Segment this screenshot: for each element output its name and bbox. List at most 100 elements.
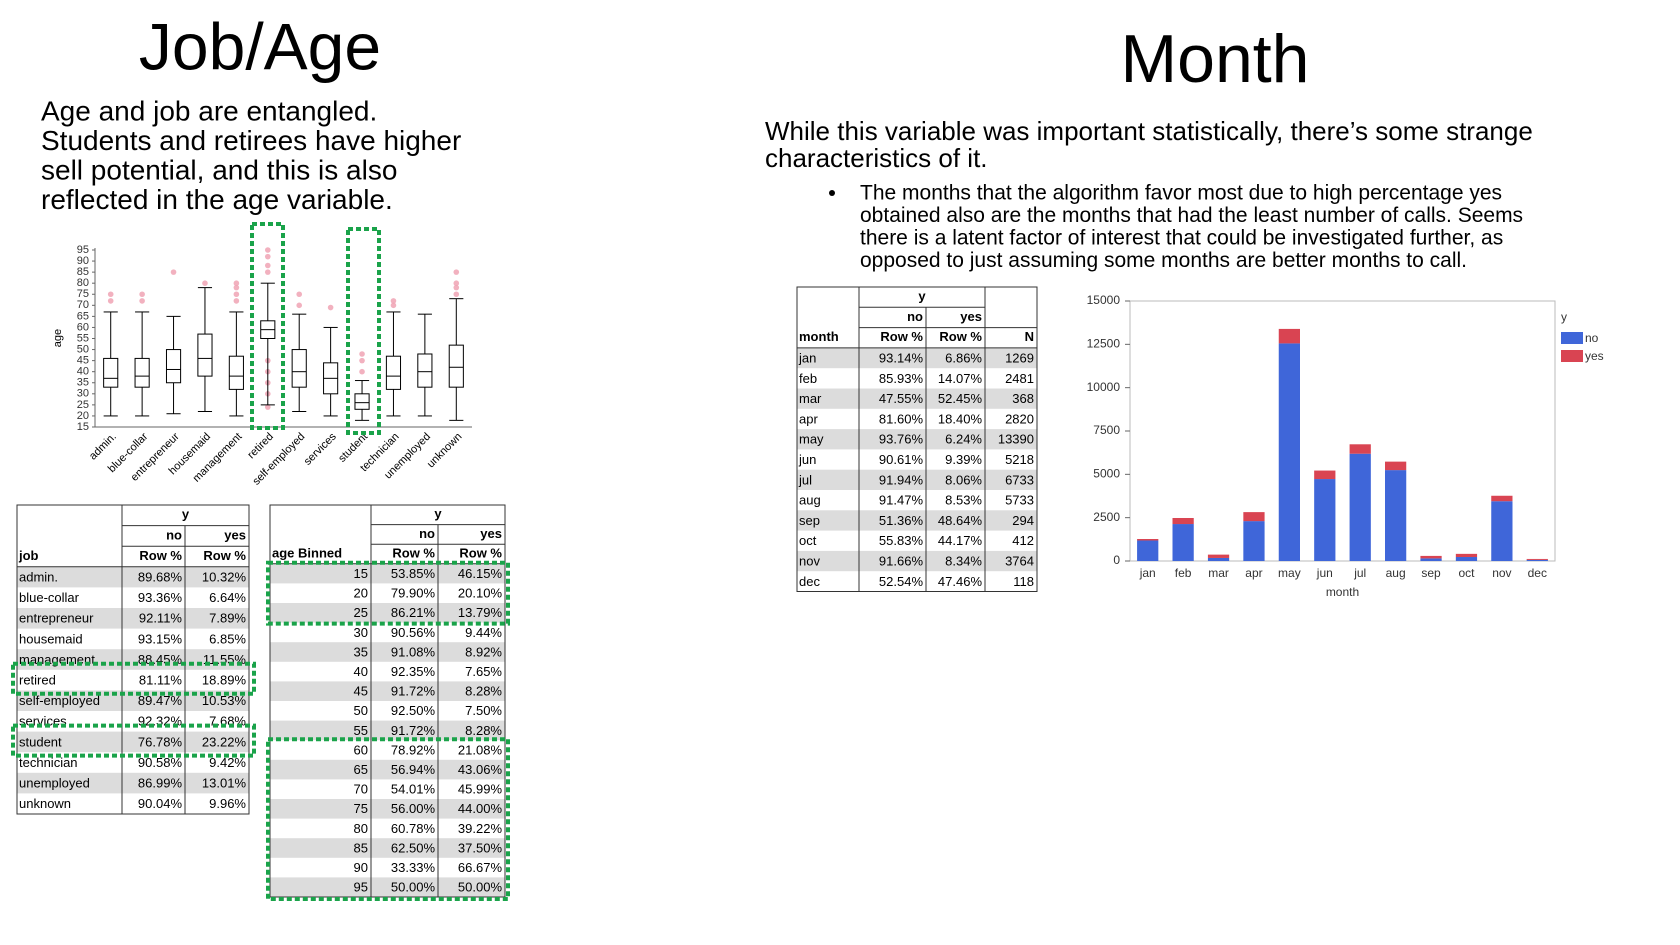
outlier xyxy=(359,351,365,357)
table-cell: 90.56% xyxy=(391,625,436,640)
y-tick-label: 15000 xyxy=(1087,293,1121,307)
column-header: no xyxy=(419,526,435,541)
outlier xyxy=(453,284,460,291)
column-header: month xyxy=(799,329,839,344)
table-cell: 89.47% xyxy=(138,693,183,708)
table-cell: 92.11% xyxy=(139,611,183,626)
table-cell: 76.78% xyxy=(138,734,183,749)
table-border xyxy=(16,504,250,815)
row-shade xyxy=(17,608,249,629)
table-cell: dec xyxy=(799,574,820,589)
bar-segment xyxy=(1349,444,1371,454)
table-cell: 92.50% xyxy=(391,703,436,718)
table-cell: oct xyxy=(799,533,817,548)
legend-swatch xyxy=(1561,350,1583,362)
table-cell: 90.58% xyxy=(138,755,183,770)
row-shade xyxy=(270,603,505,623)
table-cell: 13.79% xyxy=(458,605,503,620)
table-cell: 45 xyxy=(354,684,368,699)
table-cell: 55.83% xyxy=(879,533,924,548)
x-tick-label: feb xyxy=(1175,566,1192,580)
box xyxy=(417,353,433,388)
table-cell: entrepreneur xyxy=(19,611,94,626)
y-tick-label: 90 xyxy=(77,255,89,267)
row-shade xyxy=(270,838,505,858)
bullet-dot xyxy=(829,190,835,196)
table-cell: 37.50% xyxy=(458,840,503,855)
y-tick-label: 40 xyxy=(77,366,89,378)
bar-segment xyxy=(1172,517,1194,525)
table-cell: 65 xyxy=(354,762,368,777)
table-cell: 91.47% xyxy=(879,493,924,508)
outlier xyxy=(139,298,145,304)
table-cell: 9.44% xyxy=(465,625,502,640)
table-cell: 91.94% xyxy=(879,472,924,487)
table-cell: housemaid xyxy=(19,631,83,646)
table-cell: student xyxy=(19,734,62,749)
table-cell: 5733 xyxy=(1005,493,1034,508)
table-cell: 44.17% xyxy=(938,533,983,548)
bar-segment xyxy=(1385,470,1407,561)
x-tick-label: services xyxy=(302,430,339,467)
x-tick-label: nov xyxy=(1492,566,1511,580)
highlight-box xyxy=(11,661,256,696)
y-tick-label: 75 xyxy=(77,288,89,300)
outlier xyxy=(453,280,460,286)
row-shade xyxy=(797,388,1037,409)
outlier xyxy=(390,302,397,309)
y-tick-label: 50 xyxy=(77,343,89,355)
outlier xyxy=(453,291,460,298)
table-cell: 91.72% xyxy=(391,684,436,699)
x-tick-label: aug xyxy=(1386,566,1406,580)
table-cell: 30 xyxy=(354,625,368,640)
row-shade xyxy=(270,799,505,819)
outlier xyxy=(233,284,240,291)
row-shade xyxy=(17,731,249,753)
row-shade xyxy=(797,550,1037,572)
bar-segment xyxy=(1455,553,1478,558)
x-axis-label: month xyxy=(1326,585,1359,599)
outlier xyxy=(327,304,334,311)
table-cell: 50 xyxy=(354,703,368,718)
table-cell: 25 xyxy=(354,605,368,620)
row-shade xyxy=(270,563,505,584)
table-cell: 89.68% xyxy=(138,570,183,585)
outlier xyxy=(107,291,114,298)
body-text: characteristics of it. xyxy=(765,143,988,173)
column-header: Row % xyxy=(459,545,502,560)
row-shade xyxy=(270,877,505,897)
table-cell: 412 xyxy=(1012,533,1034,548)
row-shade xyxy=(270,759,505,780)
table-cell: 90.04% xyxy=(138,796,183,811)
bar-segment xyxy=(1455,557,1478,561)
x-tick-label: dec xyxy=(1528,566,1547,580)
table-cell: 81.60% xyxy=(879,411,924,426)
x-tick-label: oct xyxy=(1458,566,1475,580)
y-tick-label: 20 xyxy=(77,410,89,422)
body-text: While this variable was important statis… xyxy=(765,116,1533,146)
outlier xyxy=(170,269,177,275)
table-cell: 52.54% xyxy=(879,574,924,589)
table-cell: 6.85% xyxy=(209,631,246,646)
row-shade xyxy=(797,347,1037,369)
outlier xyxy=(107,298,114,304)
bar-segment xyxy=(1314,479,1336,561)
highlight-box xyxy=(266,737,510,902)
bar-segment xyxy=(1491,501,1513,561)
table-cell: self-employed xyxy=(19,693,100,708)
y-tick-label: 70 xyxy=(77,299,89,311)
table-cell: 62.50% xyxy=(391,840,436,855)
table-cell: 86.99% xyxy=(138,776,183,791)
table-cell: 70 xyxy=(354,782,368,797)
table-cell: 2820 xyxy=(1005,411,1034,426)
column-header: job xyxy=(18,548,39,563)
table-cell: 93.36% xyxy=(138,590,183,605)
bar-segment xyxy=(1278,343,1300,561)
highlight-box xyxy=(11,723,256,758)
table-cell: 1269 xyxy=(1005,350,1034,365)
table-cell: 90.61% xyxy=(879,452,924,467)
table-cell: aug xyxy=(799,493,821,508)
table-cell: feb xyxy=(799,371,817,386)
